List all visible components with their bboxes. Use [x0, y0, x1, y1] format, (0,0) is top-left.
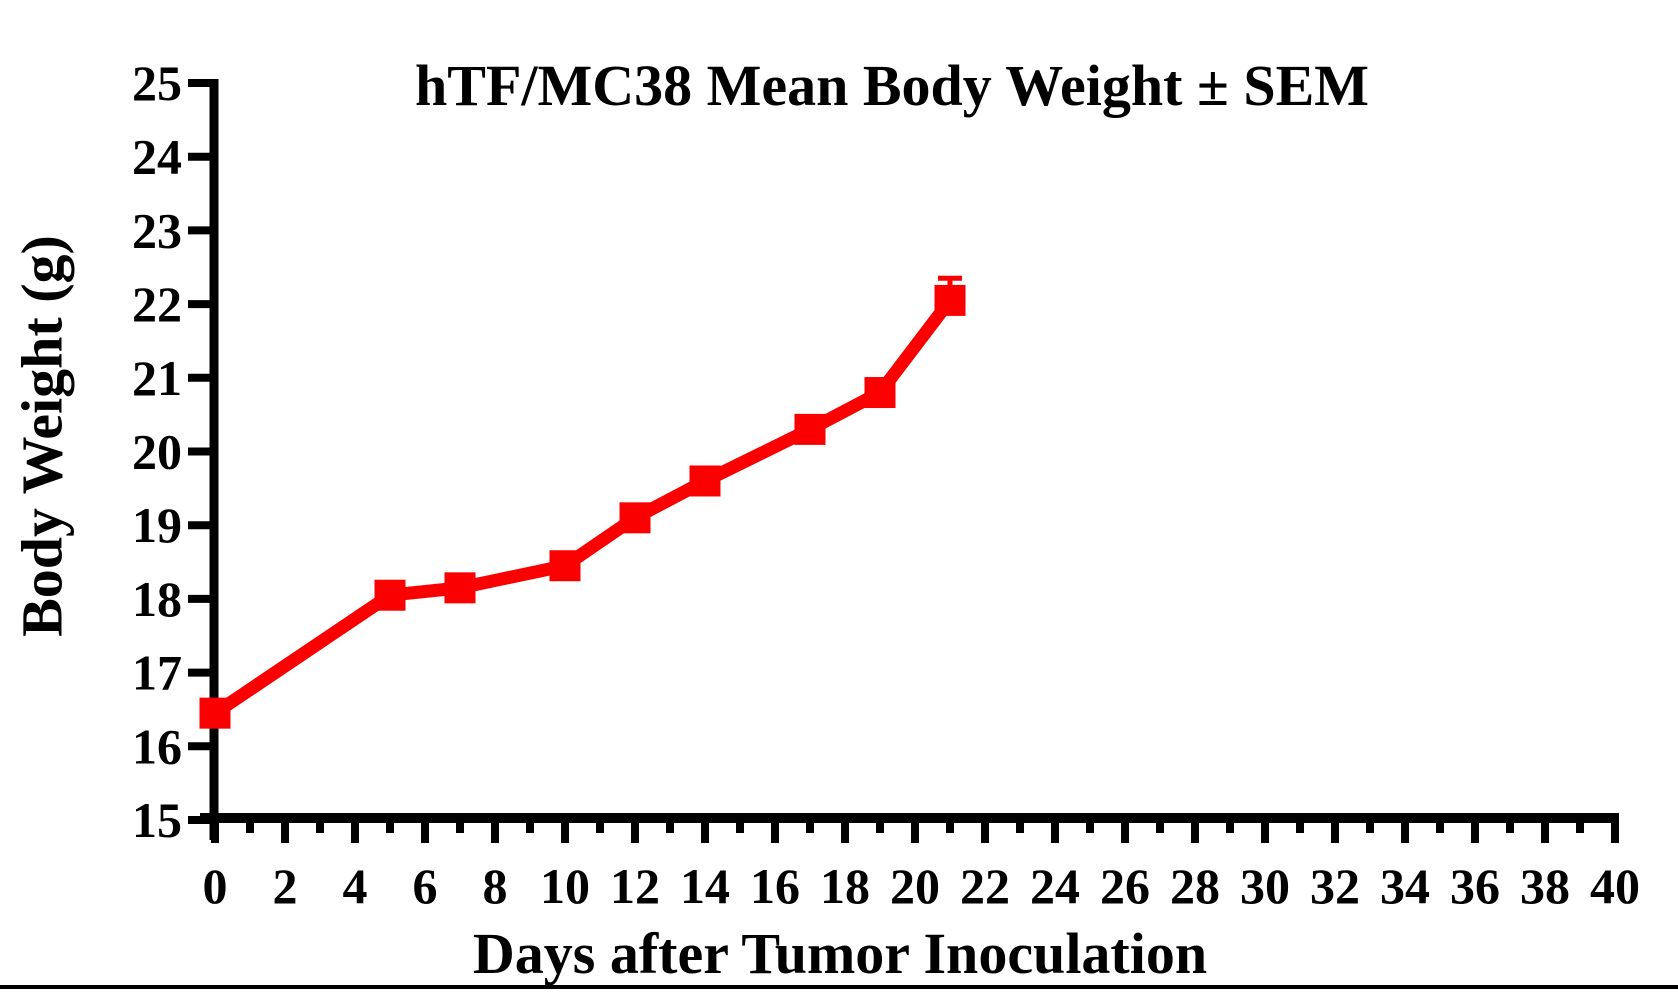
data-line — [211, 296, 956, 719]
y-axis-title: Body Weight (g) — [9, 235, 75, 637]
data-point-marker — [199, 697, 231, 729]
x-axis-tick-label: 18 — [820, 858, 870, 914]
y-axis-tick-label: 20 — [132, 424, 182, 480]
chart-title: hTF/MC38 Mean Body Weight ± SEM — [415, 53, 1369, 118]
x-axis-tick-label: 40 — [1590, 858, 1640, 914]
x-axis-tick-label: 38 — [1520, 858, 1570, 914]
data-point-marker — [794, 413, 826, 445]
data-point-marker — [934, 284, 966, 316]
x-axis-tick-label: 2 — [273, 858, 298, 914]
x-axis-tick-label: 30 — [1240, 858, 1290, 914]
x-axis-title: Days after Tumor Inoculation — [472, 921, 1208, 986]
data-point-marker — [619, 502, 651, 534]
x-axis-tick-label: 4 — [343, 858, 368, 914]
y-axis-tick-label: 23 — [132, 202, 182, 258]
x-axis-tick-label: 14 — [680, 858, 730, 914]
y-axis-tick-label: 16 — [132, 718, 182, 774]
data-point-marker — [444, 572, 476, 604]
x-axis-tick-label: 6 — [413, 858, 438, 914]
y-axis-tick-label: 24 — [132, 129, 182, 185]
y-axis-tick-label: 17 — [132, 645, 182, 701]
y-axis-tick-label: 21 — [132, 350, 182, 406]
bottom-divider — [0, 985, 1678, 989]
y-axis-tick-label: 15 — [132, 792, 182, 848]
y-axis-tick-label: 22 — [132, 276, 182, 332]
y-axis-tick-label: 19 — [132, 497, 182, 553]
x-axis-tick-label: 24 — [1030, 858, 1080, 914]
x-axis-tick-label: 26 — [1100, 858, 1150, 914]
x-axis-tick-label: 34 — [1380, 858, 1430, 914]
x-axis-tick-label: 0 — [203, 858, 228, 914]
x-axis-tick-label: 12 — [610, 858, 660, 914]
x-axis-tick-label: 22 — [960, 858, 1010, 914]
x-axis-tick-label: 36 — [1450, 858, 1500, 914]
x-axis-tick-label: 8 — [483, 858, 508, 914]
y-axis-tick-label: 25 — [132, 55, 182, 111]
x-axis-tick-label: 28 — [1170, 858, 1220, 914]
data-point-marker — [374, 579, 406, 611]
data-point-marker — [864, 377, 896, 409]
x-axis-tick-label: 16 — [750, 858, 800, 914]
x-axis-tick-label: 10 — [540, 858, 590, 914]
x-axis-tick-label: 32 — [1310, 858, 1360, 914]
y-axis-tick-label: 18 — [132, 571, 182, 627]
data-point-marker — [689, 465, 721, 497]
data-point-marker — [549, 550, 581, 582]
x-axis-tick-label: 20 — [890, 858, 940, 914]
